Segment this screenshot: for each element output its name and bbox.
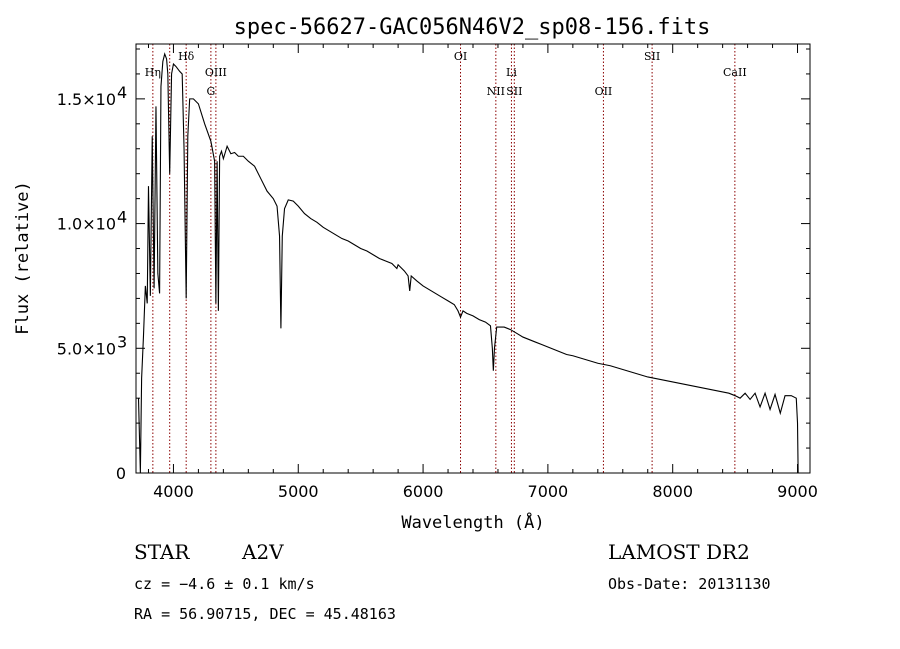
line-label-10: SII	[644, 50, 660, 63]
y-tick-label-1: 5.0×10	[57, 339, 116, 358]
line-label-11: CaII	[723, 66, 747, 79]
x-axis-ticks: 4000 5000 6000 7000 8000 9000	[147, 44, 818, 501]
x-axis-label: Wavelength (Å)	[401, 511, 544, 533]
line-label-7: Li	[506, 66, 517, 79]
y-tick-label-2: 1.0×10	[57, 215, 116, 234]
spectral-line-markers	[152, 44, 736, 473]
y-tick-exponent-3: 4	[117, 83, 127, 102]
observation-date: Obs-Date: 20131130	[608, 575, 771, 593]
y-axis-ticks: 05.0×10 31.0×10 41.5×10 4	[57, 48, 810, 483]
survey-name: LAMOST DR2	[608, 540, 750, 564]
line-label-2: Hδ	[178, 50, 195, 63]
line-label-6: NII	[487, 85, 505, 98]
spectrum-line	[137, 52, 799, 474]
x-tick-label-4: 8000	[652, 482, 693, 501]
y-axis-label: Flux (relative)	[13, 181, 33, 335]
y-tick-exponent-1: 3	[117, 332, 127, 351]
object-class: STAR	[134, 540, 190, 564]
line-label-8: SII	[506, 85, 522, 98]
y-tick-label-0: 0	[116, 464, 126, 483]
x-tick-label-0: 4000	[153, 482, 194, 501]
redshift-cz: cz = −4.6 ± 0.1 km/s	[134, 575, 315, 593]
x-tick-label-1: 5000	[278, 482, 319, 501]
spectral-subclass: A2V	[241, 540, 284, 564]
line-label-9: OII	[595, 85, 613, 98]
line-label-0: Hη	[145, 66, 161, 79]
x-tick-label-3: 7000	[528, 482, 569, 501]
y-tick-exponent-2: 4	[117, 208, 127, 227]
y-tick-label-3: 1.5×10	[57, 90, 116, 109]
line-label-5: OI	[454, 50, 467, 63]
x-tick-label-2: 6000	[403, 482, 444, 501]
plot-frame	[135, 43, 811, 474]
line-label-3: G	[206, 85, 215, 98]
x-tick-label-5: 9000	[777, 482, 818, 501]
line-label-4: OIII	[205, 66, 227, 79]
chart-title: spec-56627-GAC056N46V2_sp08-156.fits	[234, 15, 711, 40]
ra-dec-coordinates: RA = 56.90715, DEC = 45.48163	[134, 605, 396, 623]
